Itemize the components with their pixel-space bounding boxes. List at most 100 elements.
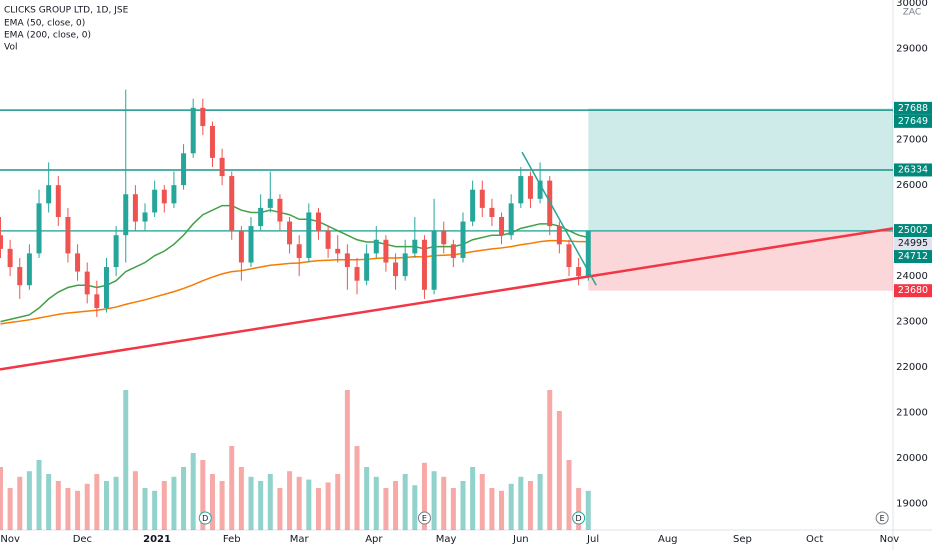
- volume-bar: [393, 481, 399, 530]
- candle-body: [315, 212, 321, 231]
- volume-bar: [0, 467, 3, 530]
- volume-bar: [152, 490, 158, 530]
- event-marker: [198, 511, 212, 525]
- candle-body: [402, 253, 408, 277]
- candle-body: [142, 212, 148, 222]
- candle-body: [132, 194, 138, 222]
- price-label-bg: [894, 163, 932, 177]
- volume-bar: [585, 490, 591, 530]
- candle-body: [585, 230, 591, 277]
- volume-bar: [113, 476, 119, 530]
- volume-bar: [547, 390, 553, 530]
- volume-bar: [335, 474, 341, 530]
- candle-body: [229, 176, 235, 231]
- candle-body: [219, 157, 225, 177]
- price-label: 26334: [898, 164, 928, 175]
- ema-line: [0, 204, 589, 323]
- x-tick-label: Jul: [586, 534, 599, 545]
- candle-body: [354, 267, 360, 281]
- x-tick-label: 2021: [143, 534, 171, 545]
- volume-bar: [277, 488, 283, 530]
- volume-bar: [402, 474, 408, 530]
- candle-body: [431, 230, 437, 290]
- volume-bar: [479, 474, 485, 530]
- volume-bar: [258, 481, 264, 530]
- volume-bar: [576, 488, 582, 530]
- price-label-bg: [894, 250, 932, 264]
- x-tick-label: Dec: [73, 534, 92, 545]
- volume-bar: [566, 460, 572, 530]
- candle-body: [171, 185, 177, 204]
- candle-body: [161, 189, 167, 204]
- volume-bar: [527, 481, 533, 530]
- event-label: D: [202, 514, 208, 523]
- price-label-bg: [894, 237, 932, 251]
- y-tick-label: 23000: [896, 317, 928, 328]
- stop-zone: [588, 230, 893, 291]
- legend-entry: Vol: [4, 43, 17, 53]
- candle-body: [412, 239, 418, 254]
- candle-body: [258, 207, 264, 227]
- price-label-bg: [894, 101, 932, 115]
- volume-bar: [248, 476, 254, 530]
- candle-body: [277, 198, 283, 222]
- candle-body: [441, 230, 447, 245]
- event-marker: [417, 511, 431, 525]
- volume-bar: [46, 474, 52, 530]
- y-tick-label: 20000: [896, 453, 928, 464]
- event-label: E: [880, 514, 885, 523]
- x-tick-label: Oct: [806, 534, 823, 545]
- x-tick-label: Nov: [880, 534, 900, 545]
- volume-bar: [171, 476, 177, 530]
- candle-body: [26, 253, 32, 286]
- volume-bar: [431, 471, 437, 530]
- volume-bar: [412, 485, 418, 530]
- volume-bar: [190, 453, 196, 530]
- volume-bar: [383, 488, 389, 530]
- y-tick-label: 19000: [896, 499, 928, 510]
- volume-bar: [441, 476, 447, 530]
- volume-bar: [219, 481, 225, 530]
- volume-bar: [489, 488, 495, 530]
- volume-bar: [518, 476, 524, 530]
- candle-body: [421, 239, 427, 290]
- candle-body: [537, 180, 543, 199]
- x-tick-label: Jun: [512, 534, 529, 545]
- volume-bar: [17, 476, 23, 530]
- volume-bar: [142, 488, 148, 530]
- volume-bar: [84, 483, 90, 530]
- volume-bar: [354, 446, 360, 530]
- volume-bar: [470, 467, 476, 530]
- volume-bar: [364, 467, 370, 530]
- candle-body: [17, 267, 23, 286]
- candle-body: [576, 267, 582, 277]
- volume-bar: [229, 446, 235, 530]
- volume-bar: [296, 476, 302, 530]
- volume-bar: [7, 488, 13, 530]
- volume-bar: [26, 471, 32, 530]
- y-tick-label: 24000: [896, 271, 928, 282]
- legend-entry: EMA (50, close, 0): [4, 19, 85, 29]
- volume-bar: [508, 483, 514, 530]
- y-tick-label: 22000: [896, 362, 928, 373]
- event-marker: [875, 511, 889, 525]
- candle-body: [209, 126, 215, 158]
- event-label: D: [576, 514, 582, 523]
- legend-entry: EMA (200, close, 0): [4, 31, 91, 41]
- candle-body: [393, 262, 399, 277]
- candle-body: [518, 176, 524, 204]
- candle-body: [181, 153, 187, 186]
- candle-body: [123, 194, 129, 236]
- candle-body: [566, 244, 572, 268]
- volume-bar: [306, 479, 312, 530]
- candle-body: [373, 239, 379, 254]
- currency: ZAC: [903, 8, 921, 18]
- y-tick-label: 27000: [896, 135, 928, 146]
- volume-bar: [200, 460, 206, 530]
- price-label-bg: [894, 224, 932, 238]
- candle-body: [190, 107, 196, 154]
- price-label: 24995: [898, 238, 928, 249]
- volume-bar: [181, 467, 187, 530]
- volume-bar: [238, 467, 244, 530]
